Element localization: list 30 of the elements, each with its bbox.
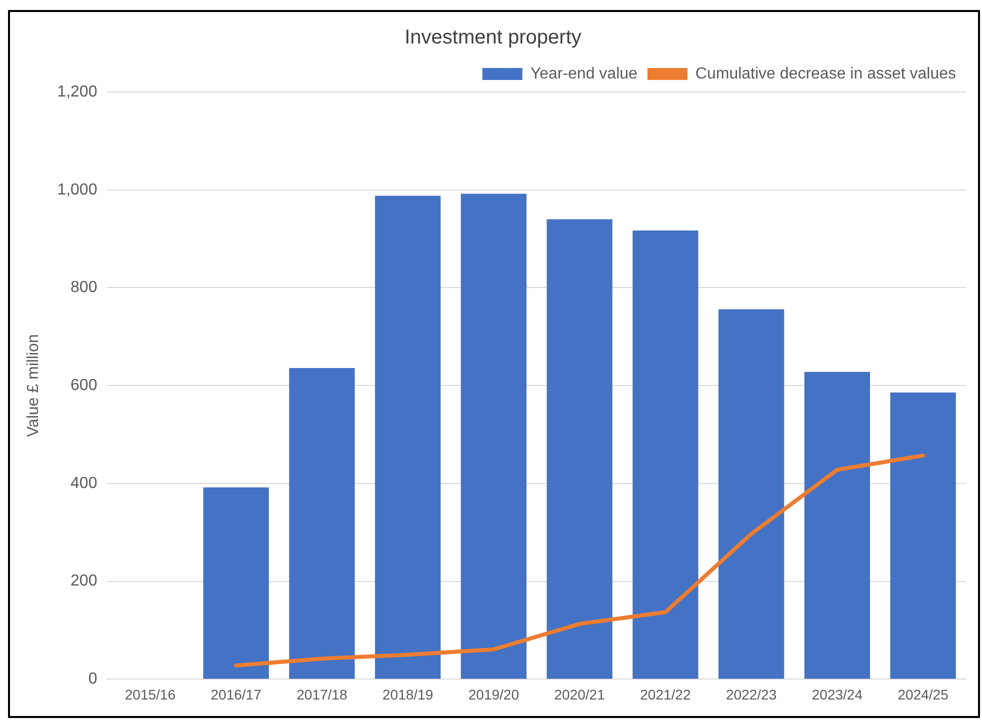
x-tick-label: 2024/25	[898, 686, 949, 702]
x-tick-label: 2020/21	[554, 686, 606, 702]
chart-title: Investment property	[404, 26, 582, 49]
bar	[203, 487, 269, 679]
bar	[289, 368, 355, 679]
bar	[632, 230, 698, 679]
y-tick-label: 1,200	[57, 83, 98, 100]
legend-label: Year-end value	[530, 65, 638, 82]
legend-label: Cumulative decrease in asset values	[695, 65, 956, 82]
x-tick-label: 2015/16	[124, 686, 176, 702]
x-tick-label: 2019/20	[468, 686, 520, 702]
y-axis-title: Value £ million	[25, 334, 42, 438]
bar	[804, 372, 870, 679]
bar	[546, 219, 612, 679]
x-tick-label: 2023/24	[812, 686, 863, 702]
x-tick-label: 2016/17	[210, 686, 262, 702]
y-tick-label: 400	[70, 474, 98, 492]
x-tick-label: 2018/19	[382, 686, 434, 702]
bar	[460, 194, 527, 679]
y-tick-label: 0	[88, 670, 98, 688]
y-tick-label: 600	[70, 377, 98, 394]
y-tick-label: 200	[70, 572, 98, 590]
bar	[890, 392, 956, 679]
y-tick-label: 1,000	[57, 181, 98, 198]
x-tick-label: 2017/18	[296, 686, 348, 702]
y-tick-label: 800	[70, 279, 98, 296]
x-tick-label: 2022/23	[726, 686, 777, 702]
bar	[718, 309, 784, 679]
x-tick-label: 2021/22	[640, 686, 691, 702]
bar	[374, 196, 441, 679]
